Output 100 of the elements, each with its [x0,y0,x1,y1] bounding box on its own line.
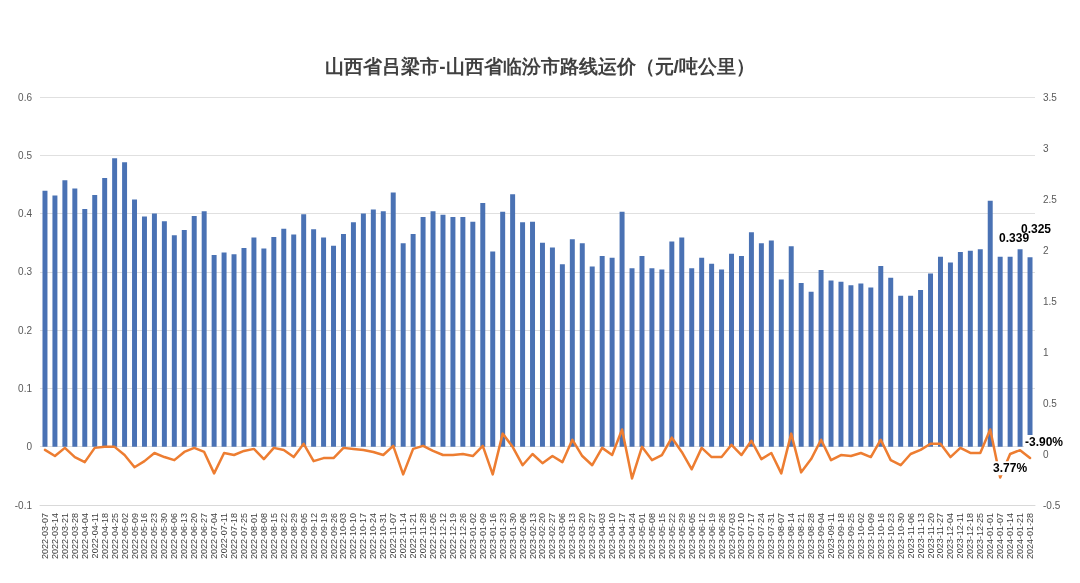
bar [112,158,118,447]
data-label: -3.90% [1025,434,1064,449]
x-tick-label: 2023-01-02 [467,513,478,560]
x-tick-label: 2022-10-24 [368,513,379,560]
bar [191,215,197,447]
bar [450,217,456,447]
bar [689,268,695,447]
x-tick-label: 2023-02-27 [547,513,558,560]
x-tick-label: 2022-11-21 [408,513,419,559]
x-tick-label: 2022-05-09 [129,513,140,560]
x-tick-label: 2022-11-14 [398,513,409,559]
x-tick-label: 2023-05-01 [636,513,647,560]
x-tick-label: 2022-04-18 [99,513,110,560]
bar [530,221,536,447]
y-tick-label: -0.1 [14,499,33,511]
bar [321,237,327,447]
bar [291,234,297,447]
chart-title: 山西省吕梁市-山西省临汾市路线运价（元/吨公里） [325,56,755,77]
x-tick-label: 2023-07-03 [726,513,737,560]
bar [301,214,307,447]
bar [818,270,824,447]
bar [659,269,665,447]
bar [928,273,934,447]
y2-tick-label: 0 [1043,448,1049,460]
bar [798,282,804,447]
y2-tick-label: 3 [1043,142,1049,154]
x-tick-label: 2022-05-30 [159,513,170,560]
bar [589,266,595,447]
x-tick-label: 2023-06-05 [686,513,697,560]
bar [967,250,973,447]
y-tick-label: 0.6 [18,91,33,103]
bar [619,211,625,447]
bar [211,254,217,447]
x-tick-label: 2022-08-22 [278,513,289,560]
bar [122,162,128,447]
bar [201,211,207,447]
x-tick-label: 2022-03-28 [69,513,80,560]
x-tick-label: 2023-10-16 [875,513,886,560]
x-tick-label: 2022-06-20 [189,513,200,560]
bar [729,253,735,447]
bar [132,199,138,447]
bar [868,287,874,447]
data-label: 3.77% [993,461,1028,476]
bar [738,256,744,447]
x-tick-label: 2023-09-18 [835,513,846,560]
bar [898,295,904,447]
x-tick-label: 2022-10-17 [358,513,369,560]
bar [281,228,287,447]
x-tick-label: 2024-01-14 [1005,513,1016,560]
y2-tick-label: 0.5 [1043,397,1058,409]
bar [579,243,585,447]
x-tick-label: 2023-11-27 [935,513,946,559]
bar [251,237,257,447]
x-tick-label: 2022-08-08 [258,513,269,560]
y-tick-label: 0 [26,441,33,453]
bar [709,263,715,447]
bar [102,178,108,447]
x-tick-label: 2023-01-30 [507,513,518,560]
bar [350,222,356,447]
bar [221,252,227,447]
bar [500,211,506,447]
x-tick-label: 2022-07-11 [219,513,230,559]
bar [549,247,555,447]
x-tick-label: 2023-12-18 [965,513,976,560]
x-tick-label: 2022-11-28 [418,513,429,559]
bar [42,190,48,447]
y2-tick-label: 2.5 [1043,193,1058,205]
bar [340,233,346,447]
bar [400,243,406,447]
x-tick-label: 2023-02-13 [527,513,538,560]
x-tick-label: 2023-09-25 [845,513,856,560]
x-tick-label: 2023-07-24 [756,513,767,560]
x-tick-label: 2023-02-20 [537,513,548,560]
bar [62,180,68,447]
x-tick-label: 2023-06-19 [706,513,717,560]
x-tick-label: 2023-12-25 [975,513,986,560]
bar [52,195,58,447]
x-tick-label: 2023-03-20 [577,513,588,560]
x-tick-label: 2022-11-07 [388,513,399,559]
bar [171,235,177,447]
x-tick-label: 2022-03-21 [59,513,70,560]
x-tick-label: 2023-05-08 [646,513,657,560]
x-tick-label: 2022-06-27 [199,513,210,560]
bar [858,283,864,447]
bar [510,194,516,447]
bar [370,209,376,447]
bar [181,229,187,447]
x-tick-label: 2022-04-04 [79,513,90,560]
x-tick-label: 2022-08-29 [288,513,299,560]
x-tick-label: 2024-01-07 [995,513,1006,560]
x-tick-label: 2023-08-21 [796,513,807,560]
y-tick-label: 0.5 [18,149,33,161]
x-tick-label: 2023-01-16 [487,513,498,560]
y2-tick-label: 3.5 [1043,91,1058,103]
bar [997,256,1003,447]
y-tick-label: 0.1 [18,382,33,394]
bar [629,268,635,447]
bar [699,257,705,447]
x-tick-label: 2022-09-19 [318,513,329,560]
x-tick-label: 2023-04-24 [627,513,638,560]
